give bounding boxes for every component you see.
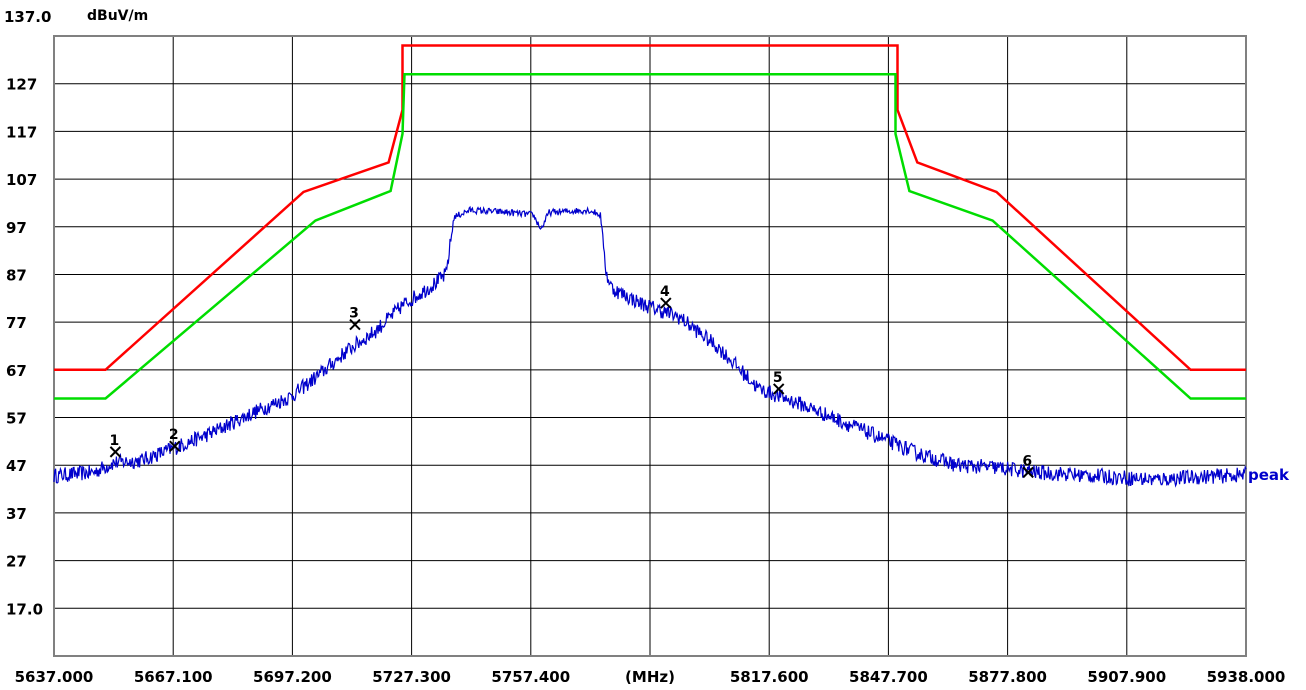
x-tick-label: 5757.400: [491, 668, 570, 686]
y-tick-label: 57: [6, 410, 27, 428]
x-tick-label: 5697.200: [253, 668, 332, 686]
marker-label: 6: [1022, 453, 1032, 469]
plot-frame: [53, 35, 1247, 657]
marker-cross: [1022, 466, 1034, 479]
limit-line-green: [54, 72, 1246, 400]
x-tick-label: (MHz): [625, 668, 675, 686]
series-peak: [53, 205, 1247, 488]
x-tick-label: 5727.300: [372, 668, 451, 686]
marker-label: 3: [349, 306, 359, 322]
marker-cross: [169, 440, 181, 452]
y-tick-labels: 127 117 107 97 87 77 67 57 47 37 27 17.0: [6, 76, 43, 619]
grid-lines: [54, 36, 1246, 656]
y-tick-label: 37: [6, 505, 27, 523]
x-tick-label: 5817.600: [730, 668, 809, 686]
marker-label: 4: [660, 284, 670, 300]
x-tick-label: 5667.100: [134, 668, 213, 686]
series-layer: [53, 44, 1247, 488]
peak-trace-label: peak: [1248, 466, 1290, 484]
x-tick-label: 5938.000: [1207, 668, 1286, 686]
y-tick-label: 17.0: [6, 600, 43, 618]
marker-label: 5: [773, 370, 783, 386]
y-tick-label: 97: [6, 219, 27, 237]
y-axis-unit-label: dBuV/m: [87, 8, 148, 24]
y-tick-label: 87: [6, 266, 27, 284]
markers-layer: 1 2 3 4 5 6: [109, 284, 1034, 479]
x-tick-label: 5847.700: [849, 668, 928, 686]
x-tick-label: 5877.800: [968, 668, 1047, 686]
marker-cross: [660, 297, 672, 309]
y-tick-label: 47: [6, 457, 27, 475]
y-tick-label: 27: [6, 553, 27, 571]
x-tick-labels: 5637.000 5667.100 5697.200 5727.300 5757.400…: [15, 668, 1286, 686]
y-tick-label: 107: [6, 171, 37, 189]
marker-cross: [109, 446, 122, 458]
y-tick-label: 117: [6, 123, 37, 141]
y-tick-label: 127: [6, 76, 37, 94]
marker-label: 1: [110, 433, 120, 449]
x-tick-label: 5637.000: [15, 668, 94, 686]
y-tick-label: 77: [6, 314, 27, 332]
y-tick-label: 67: [6, 362, 27, 380]
marker-label: 2: [169, 427, 179, 443]
y-axis-top-label: 137.0: [4, 8, 51, 26]
marker-cross: [772, 383, 785, 395]
limit-line-red: [54, 44, 1246, 372]
x-tick-label: 5907.900: [1087, 668, 1166, 686]
marker-cross: [349, 318, 361, 331]
